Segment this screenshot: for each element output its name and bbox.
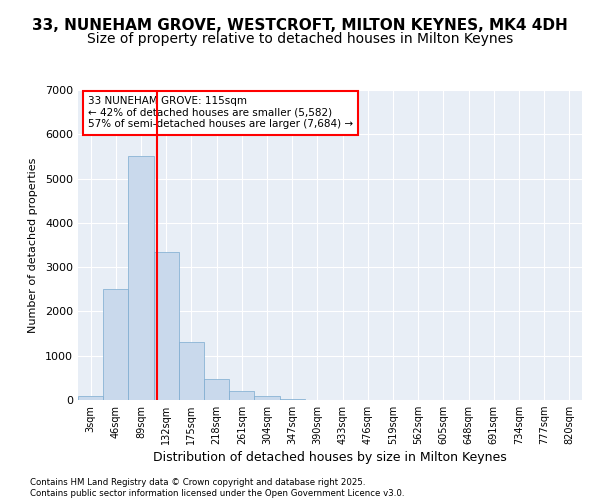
Bar xyxy=(128,156,154,400)
Text: 33 NUNEHAM GROVE: 115sqm
← 42% of detached houses are smaller (5,582)
57% of sem: 33 NUNEHAM GROVE: 115sqm ← 42% of detach… xyxy=(88,96,353,130)
Bar xyxy=(204,378,229,400)
Bar xyxy=(254,396,280,400)
Text: Contains HM Land Registry data © Crown copyright and database right 2025.
Contai: Contains HM Land Registry data © Crown c… xyxy=(30,478,404,498)
Bar xyxy=(103,290,128,400)
Bar xyxy=(280,399,305,400)
X-axis label: Distribution of detached houses by size in Milton Keynes: Distribution of detached houses by size … xyxy=(153,452,507,464)
Y-axis label: Number of detached properties: Number of detached properties xyxy=(28,158,38,332)
Bar xyxy=(229,391,254,400)
Bar xyxy=(179,342,204,400)
Text: 33, NUNEHAM GROVE, WESTCROFT, MILTON KEYNES, MK4 4DH: 33, NUNEHAM GROVE, WESTCROFT, MILTON KEY… xyxy=(32,18,568,32)
Bar xyxy=(154,252,179,400)
Text: Size of property relative to detached houses in Milton Keynes: Size of property relative to detached ho… xyxy=(87,32,513,46)
Bar xyxy=(78,396,103,400)
